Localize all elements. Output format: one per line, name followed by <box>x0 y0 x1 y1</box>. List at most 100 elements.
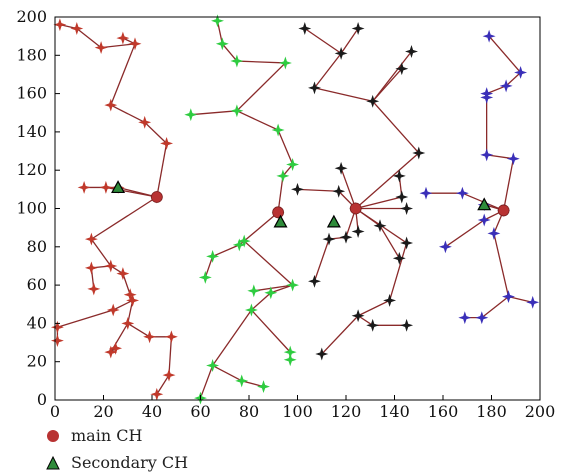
cluster-3-node <box>366 94 380 108</box>
cluster-3-node <box>392 251 406 265</box>
cluster-1-node <box>121 316 135 330</box>
secondary-ch-point <box>477 197 492 211</box>
cluster-2-node <box>283 353 297 367</box>
main-ch-point <box>497 204 510 217</box>
cluster-1-node <box>70 22 84 35</box>
legend-secondary-ch-label: Secondary CH <box>71 453 189 472</box>
cluster-3-node <box>315 347 329 361</box>
cluster-3-node <box>392 169 406 183</box>
cluster-2-edge <box>250 292 272 311</box>
cluster-4-node <box>438 240 452 254</box>
cluster-3-edge <box>355 196 402 210</box>
cluster-3-edge <box>357 315 374 326</box>
cluster-2-node <box>264 286 278 300</box>
x-tick-label: 40 <box>142 402 162 421</box>
cluster-2-node <box>184 108 198 122</box>
secondary-ch-point <box>326 214 341 228</box>
cluster-4-edge <box>445 219 485 248</box>
x-tick-label: 160 <box>428 402 459 421</box>
cluster-1-edge <box>122 273 131 295</box>
cluster-1-node <box>128 37 142 51</box>
cluster-edges <box>56 20 533 399</box>
cluster-1-node <box>150 387 164 401</box>
cluster-2-node <box>235 374 249 388</box>
cluster-2-edge <box>236 62 286 112</box>
cluster-4-node <box>480 90 494 104</box>
cluster-2-edge <box>243 211 279 242</box>
cluster-1-node <box>138 115 152 129</box>
cluster-4-node <box>477 213 491 227</box>
cluster-2-node <box>230 104 244 118</box>
cluster-3-edge <box>321 315 359 355</box>
x-tick-label: 0 <box>50 402 60 421</box>
cluster-2-node <box>278 56 292 70</box>
cluster-2-edge <box>212 309 252 366</box>
cluster-1-edge <box>127 322 150 338</box>
cluster-2-edge <box>236 110 279 131</box>
cluster-1-edge <box>144 121 168 144</box>
y-tick-label: 140 <box>16 122 47 141</box>
secondary-ch-point <box>111 180 126 194</box>
cluster-2-node <box>237 234 251 248</box>
cluster-4-edge <box>493 233 510 297</box>
cluster-3-edge <box>372 100 420 154</box>
cluster-2-node <box>211 14 224 28</box>
cluster-3-edge <box>355 152 420 209</box>
cluster-1-edge <box>76 27 102 49</box>
cluster-3-node <box>400 318 414 332</box>
cluster-4-node <box>487 226 501 240</box>
main-ch-point <box>349 202 362 215</box>
cluster-2-node <box>286 278 300 292</box>
cluster-3-edge <box>372 68 403 102</box>
cluster-3-node <box>400 236 414 250</box>
main-ch-point <box>272 206 285 219</box>
cluster-4-node <box>506 152 520 166</box>
x-tick-label: 200 <box>525 402 556 421</box>
cluster-1-node <box>84 232 98 246</box>
cluster-3-node <box>373 219 387 233</box>
cluster-2-node <box>232 238 246 252</box>
y-tick-label: 100 <box>16 199 47 218</box>
cluster-3-edge <box>372 51 412 102</box>
cluster-4-edge <box>481 296 509 319</box>
legend-secondary-ch: Secondary CH <box>45 453 188 472</box>
cluster-3-node <box>351 22 365 35</box>
cluster-1-node <box>164 330 178 344</box>
cluster-2-edge <box>204 256 214 278</box>
cluster-3-node <box>308 274 321 288</box>
cluster-4-node <box>419 186 433 200</box>
cluster-1-node <box>84 261 98 275</box>
y-tick-label: 120 <box>16 160 47 179</box>
cluster-3-edge <box>304 27 342 54</box>
cluster-4-node <box>455 186 469 200</box>
cluster-4-node <box>514 66 528 79</box>
cluster-3-node <box>383 293 397 307</box>
x-tick-label: 180 <box>476 402 507 421</box>
cluster-1-edge <box>156 374 170 395</box>
y-tick-label: 80 <box>27 237 47 256</box>
y-tick-label: 40 <box>27 313 47 332</box>
cluster-3-node <box>351 309 365 323</box>
cluster-3-node <box>405 45 418 58</box>
cluster-2-node <box>257 380 270 394</box>
cluster-2-edge <box>277 129 294 165</box>
cluster-3-edge <box>340 168 357 209</box>
legend-main-ch-label: main CH <box>71 426 143 445</box>
cluster-2-edge <box>250 309 291 353</box>
cluster-3-node <box>298 22 312 35</box>
cluster-2-node <box>247 284 261 298</box>
y-tick-label: 160 <box>16 84 47 103</box>
cluster-2-node <box>276 169 290 183</box>
cluster-1-node <box>116 267 130 281</box>
cluster-2-edge <box>212 364 243 382</box>
x-tick-label: 100 <box>282 402 313 421</box>
secondary-ch-point <box>273 214 288 228</box>
cluster-1-edge <box>117 186 158 198</box>
cluster-3-node <box>395 62 409 76</box>
cluster-3-edge <box>379 225 400 259</box>
y-axis-ticks: 0 20 40 60 80 100 120 140 160 180 200 <box>16 7 60 409</box>
cluster-1-node <box>50 334 64 348</box>
cluster-1-node <box>94 41 108 55</box>
cluster-1-edge <box>168 336 173 376</box>
cluster-2-node <box>271 123 285 137</box>
